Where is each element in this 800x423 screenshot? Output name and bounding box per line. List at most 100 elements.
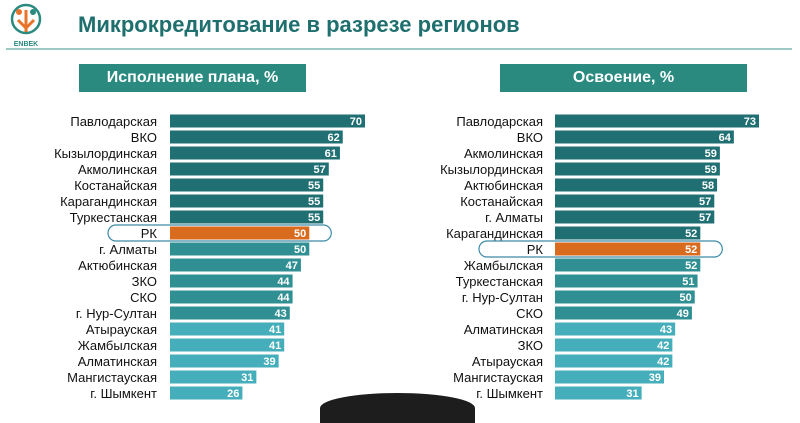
bar [555,386,642,400]
page-title: Микрокредитование в разрезе регионов [78,12,520,37]
value-label: 49 [677,308,689,320]
category-label: Костанайская [74,178,157,193]
bar [555,114,759,128]
category-label: Мангистауская [453,370,543,385]
category-label: Павлодарская [70,114,157,129]
highlight-outline [478,240,723,258]
value-label: 70 [350,116,362,128]
bar [170,290,293,304]
category-label: СКО [516,306,543,321]
category-label: Атырауская [86,322,157,337]
category-label: г. Алматы [99,242,157,257]
category-label: г. Шымкент [476,386,543,401]
category-label: г. Нур-Султан [76,306,157,321]
bar [170,146,340,160]
category-label: г. Алматы [485,210,543,225]
logo-text: ENBEK [14,41,39,48]
plan-execution-chart: Павлодарская 70 ВКО 62 Кызылординская 61 Акмол… [54,114,365,401]
category-label: Павлодарская [456,114,543,129]
category-label: Алматинская [464,322,543,337]
bar [170,162,329,176]
category-label: РК [527,242,544,257]
value-label: 51 [682,276,694,288]
value-label: 62 [327,132,339,144]
category-label: Акмолинская [464,146,543,161]
value-label: 39 [263,356,275,368]
category-label: ЗКО [132,274,157,289]
bar [555,322,676,336]
category-label: Туркестанская [70,210,157,225]
title-divider [6,48,792,50]
left-chart-title: Исполнение плана, % [79,64,306,92]
value-label: 31 [626,388,638,400]
value-label: 52 [685,244,697,256]
bar [555,162,720,176]
bar [555,194,715,208]
value-label: 43 [275,308,287,320]
value-label: 64 [719,132,732,144]
bar [170,210,324,224]
category-label: Костанайская [460,194,543,209]
category-label: г. Нур-Султан [462,290,543,305]
value-label: 55 [308,180,320,192]
bar [170,354,279,368]
value-label: 26 [227,388,239,400]
value-label: 55 [308,196,320,208]
bar [555,338,673,352]
bar [170,226,310,240]
category-label: Атырауская [472,354,543,369]
category-label: г. Шымкент [90,386,157,401]
value-label: 59 [705,148,717,160]
category-label: ЗКО [518,338,543,353]
enbek-logo: ENBEK [10,3,42,48]
category-label: Акмолинская [78,162,157,177]
bar [170,114,365,128]
bar [555,210,715,224]
value-label: 52 [685,260,697,272]
value-label: 42 [657,356,669,368]
bar [555,258,701,272]
bar [170,338,285,352]
bar [555,290,695,304]
category-label: Карагандинская [60,194,157,209]
category-label: Алматинская [78,354,157,369]
value-label: 57 [314,164,326,176]
value-label: 55 [308,212,320,224]
bar [170,386,243,400]
bar [555,306,692,320]
category-label: Жамбылская [464,258,543,273]
value-label: 57 [699,196,711,208]
value-label: 43 [660,324,672,336]
bar [170,322,285,336]
category-label: Жамбылская [78,338,157,353]
value-label: 73 [744,116,756,128]
category-label: СКО [130,290,157,305]
category-label: Кызылординская [54,146,157,161]
value-label: 50 [679,292,691,304]
right-chart-title: Освоение, % [500,64,747,92]
bar [170,178,324,192]
category-label: Кызылординская [440,162,543,177]
category-label: Туркестанская [456,274,543,289]
category-label: Карагандинская [446,226,543,241]
category-label: Мангистауская [67,370,157,385]
value-label: 57 [699,212,711,224]
bar [555,242,701,256]
category-label: ВКО [517,130,543,145]
bar [555,370,664,384]
value-label: 39 [649,372,661,384]
value-label: 47 [286,260,298,272]
value-label: 61 [325,148,337,160]
value-label: 31 [241,372,253,384]
bar [555,226,701,240]
bar [170,274,293,288]
category-label: Актюбинская [464,178,543,193]
bar [555,130,734,144]
value-label: 59 [705,164,717,176]
bar [555,274,698,288]
bar [555,354,673,368]
utilization-chart: Павлодарская 73 ВКО 64 Акмолинская 59 Кызылорд… [440,114,759,401]
bar [170,130,343,144]
bar [170,242,310,256]
category-label: РК [141,226,158,241]
